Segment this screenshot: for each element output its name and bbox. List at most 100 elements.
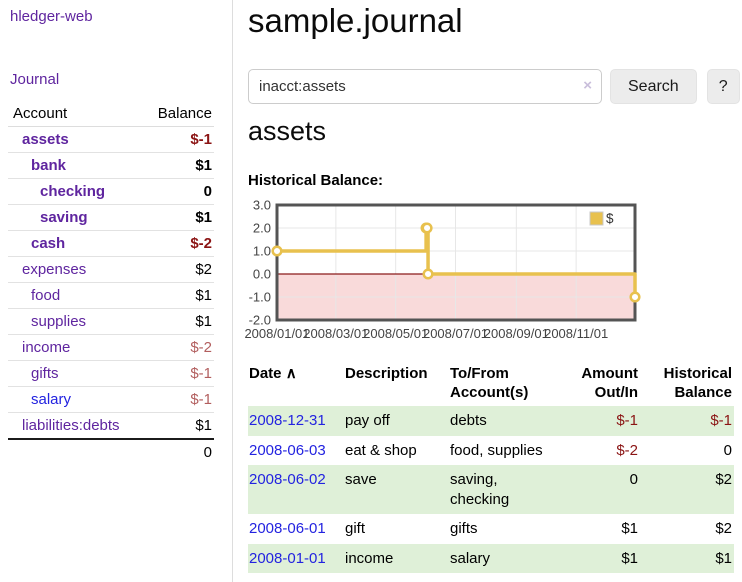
register-table: Date ∧ Description To/From Account(s) Am… (248, 362, 734, 574)
account-balance-cell: $1 (136, 282, 214, 309)
account-link[interactable]: food (31, 287, 61, 304)
account-balance-cell: $1 (136, 152, 214, 179)
x-tick-label: 2008/03/01 (303, 326, 368, 341)
account-balance-cell: $-1 (136, 386, 214, 413)
transaction-balance-cell: 0 (723, 441, 732, 459)
account-link[interactable]: cash (31, 235, 66, 252)
transaction-date-link[interactable]: 2008-01-01 (249, 549, 326, 567)
account-heading: assets (248, 116, 327, 146)
transaction-accounts-cell: debts (450, 412, 487, 430)
transaction-accounts-cell: gifts (450, 520, 478, 538)
clear-search-icon[interactable]: × (583, 77, 592, 94)
x-tick-label: 2008/11/01 (544, 326, 608, 341)
y-tick-label: -2.0 (249, 313, 271, 328)
account-balance-cell: $1 (136, 204, 214, 231)
account-row: checking 0 (8, 178, 214, 205)
search-input[interactable] (248, 69, 602, 104)
account-name-cell: income (8, 334, 136, 361)
account-balance-value: $-1 (190, 365, 212, 382)
help-button[interactable]: ? (706, 69, 740, 104)
sidebar: hledger-web Journal Account Balance asse… (0, 0, 233, 582)
page-title: sample.journal (248, 2, 463, 39)
search-box: × (248, 69, 602, 104)
x-tick-label: 2008/01/01 (244, 326, 309, 341)
chart-svg: 3.0 2.0 1.0 0.0 -1.0 -2.02008/01/012008/03/01… (244, 198, 641, 341)
data-point (629, 291, 641, 303)
account-row: assets $-1 (8, 126, 214, 153)
account-name-cell: supplies (8, 308, 136, 335)
transaction-date-cell: 2008-12-31 (248, 406, 344, 436)
accounts-total-value: 0 (136, 438, 214, 465)
account-link[interactable]: gifts (31, 365, 59, 382)
account-name-cell: assets (8, 126, 136, 153)
y-tick-label: 2.0 (253, 221, 271, 236)
account-name-cell: food (8, 282, 136, 309)
account-balance-value: $1 (195, 157, 212, 174)
transaction-amount-cell: 0 (629, 471, 638, 489)
y-tick-label: 3.0 (253, 200, 271, 213)
register-header-balance: Historical Balance (663, 365, 732, 402)
account-link[interactable]: expenses (22, 261, 87, 278)
transaction-date-link[interactable]: 2008-12-31 (249, 412, 326, 430)
transaction-date-link[interactable]: 2008-06-03 (249, 441, 326, 459)
x-tick-label: 2008/09/01 (484, 326, 549, 341)
y-tick-label: -1.0 (249, 290, 271, 305)
register-header-description: Description (345, 365, 428, 382)
account-link[interactable]: income (22, 339, 71, 356)
transaction-row: 2008-06-01 gift gifts $1 $2 (248, 514, 734, 544)
transaction-row: 2008-06-02 save saving, checking 0 $2 (248, 465, 734, 515)
account-link[interactable]: bank (31, 157, 67, 174)
account-row: salary $-1 (8, 386, 214, 413)
transaction-balance-cell: $1 (715, 549, 732, 567)
account-link[interactable]: saving (40, 209, 88, 226)
account-row: gifts $-1 (8, 360, 214, 387)
plot-border (275, 203, 637, 322)
transaction-date-link[interactable]: 2008-06-01 (249, 520, 326, 538)
register-header-date: Date ∧ (249, 365, 297, 382)
search-button[interactable]: Search (610, 69, 697, 104)
account-name-cell: liabilities:debts (8, 412, 136, 440)
account-link[interactable]: assets (22, 131, 69, 148)
transaction-balance-cell: $-1 (710, 412, 732, 430)
account-link[interactable]: liabilities:debts (22, 417, 120, 434)
transaction-amount-cell: $1 (621, 520, 638, 538)
app-brand-link[interactable]: hledger-web (10, 8, 93, 25)
transaction-date-cell: 2008-06-03 (248, 436, 344, 466)
account-row: food $1 (8, 282, 214, 309)
register-header-accounts: To/From Account(s) (450, 365, 529, 402)
transaction-amount-cell: $-1 (616, 412, 638, 430)
transaction-accounts-cell: food, supplies (450, 441, 543, 459)
transaction-date-link[interactable]: 2008-06-02 (249, 471, 326, 489)
account-row: cash $-2 (8, 230, 214, 257)
sidebar-item-journal[interactable]: Journal (10, 71, 60, 88)
transaction-amount-cell: $-2 (616, 441, 638, 459)
account-balance-value: $1 (195, 209, 212, 226)
account-name-cell: bank (8, 152, 136, 179)
transaction-description-cell: pay off (345, 412, 390, 430)
legend-label: $ (606, 211, 614, 226)
account-balance-cell: $2 (136, 256, 214, 283)
transaction-amount-cell: $1 (621, 549, 638, 567)
register-header-row: Date ∧ Description To/From Account(s) Am… (248, 362, 734, 406)
account-balance-value: $-2 (190, 339, 212, 356)
account-balance-value: $1 (195, 313, 212, 330)
account-balance-cell: $-2 (136, 334, 214, 361)
account-balance-cell: $1 (136, 412, 214, 440)
transaction-balance-cell: $2 (715, 520, 732, 538)
x-tick-label: 2008/07/01 (423, 326, 488, 341)
sort-ascending-icon: ∧ (285, 365, 297, 382)
account-name-cell: expenses (8, 256, 136, 283)
data-point (271, 245, 283, 257)
transaction-balance-cell: $2 (715, 471, 732, 489)
accounts-balance-table: Account Balance assets $-1 bank $1 checking 0… (8, 101, 214, 465)
account-balance-value: $1 (195, 287, 212, 304)
transaction-description-cell: save (345, 471, 377, 489)
account-balance-value: $-2 (190, 235, 212, 252)
account-balance-cell: $1 (136, 308, 214, 335)
search-form: × Search ? (248, 69, 740, 104)
account-row: saving $1 (8, 204, 214, 231)
account-link[interactable]: supplies (31, 313, 87, 330)
account-link[interactable]: salary (31, 391, 72, 408)
account-link[interactable]: checking (40, 183, 106, 200)
account-name-cell: salary (8, 386, 136, 413)
